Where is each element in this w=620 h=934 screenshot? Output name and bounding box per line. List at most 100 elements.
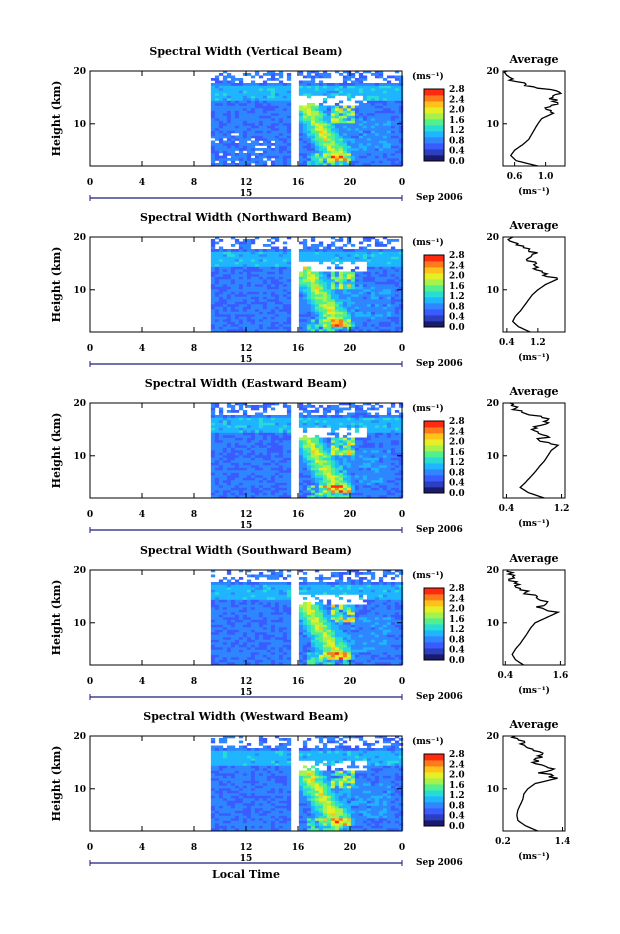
heatmap-cell	[263, 153, 267, 156]
heatmap-cell	[323, 126, 327, 129]
heatmap-cell	[239, 319, 243, 322]
heatmap-cell	[239, 163, 243, 166]
heatmap-cell	[215, 468, 219, 471]
heatmap-cell	[371, 450, 375, 453]
heatmap-cell	[331, 151, 335, 154]
heatmap-cell	[375, 252, 379, 255]
heatmap-cell	[287, 488, 291, 491]
heatmap-cell	[267, 111, 271, 114]
heatmap-cell	[251, 468, 255, 471]
heatmap-cell	[267, 113, 271, 116]
heatmap-cell	[275, 128, 279, 131]
heatmap-cell	[395, 116, 399, 119]
heatmap-cell	[363, 91, 367, 94]
heatmap-cell	[275, 113, 279, 116]
heatmap-cell	[231, 252, 235, 255]
heatmap-cell	[283, 420, 287, 423]
heatmap-cell	[251, 141, 255, 144]
heatmap-cell	[359, 324, 363, 327]
heatmap-cell	[223, 272, 227, 275]
heatmap-cell	[375, 322, 379, 325]
heatmap-cell	[255, 440, 259, 443]
heatmap-cell	[323, 450, 327, 453]
heatmap-cell	[235, 299, 239, 302]
heatmap-cell	[215, 430, 219, 433]
heatmap-cell	[271, 106, 275, 109]
heatmap-cell	[399, 483, 403, 486]
heatmap-cell	[387, 284, 391, 287]
heatmap-cell	[371, 488, 375, 491]
heatmap-cell	[283, 86, 287, 89]
heatmap-cell	[359, 128, 363, 131]
heatmap-cell	[219, 302, 223, 305]
heatmap-cell	[215, 108, 219, 111]
heatmap-cell	[239, 329, 243, 332]
heatmap-cell	[395, 468, 399, 471]
heatmap-cell	[223, 153, 227, 156]
heatmap-cell	[323, 161, 327, 164]
heatmap-cell	[323, 143, 327, 146]
heatmap-cell	[231, 453, 235, 456]
heatmap-cell	[307, 272, 311, 275]
heatmap-cell	[339, 156, 343, 159]
heatmap-cell	[359, 93, 363, 96]
heatmap-cell	[275, 267, 279, 270]
heatmap-cell	[227, 438, 231, 441]
heatmap-cell	[315, 116, 319, 119]
heatmap-cell	[399, 309, 403, 312]
heatmap-cell	[359, 478, 363, 481]
heatmap-cell	[355, 314, 359, 317]
heatmap-cell	[215, 91, 219, 94]
heatmap-cell	[215, 610, 219, 613]
heatmap-cell	[395, 143, 399, 146]
heatmap-cell	[259, 257, 263, 260]
heatmap-cell	[359, 158, 363, 161]
heatmap-cell	[315, 249, 319, 252]
heatmap-cell	[271, 440, 275, 443]
heatmap-cell	[283, 322, 287, 325]
heatmap-cell	[303, 252, 307, 255]
heatmap-cell	[351, 116, 355, 119]
heatmap-cell	[375, 163, 379, 166]
heatmap-cell	[259, 118, 263, 121]
heatmap-cell	[219, 410, 223, 413]
heatmap-cell	[319, 468, 323, 471]
heatmap-cell	[267, 88, 271, 91]
heatmap-cell	[379, 480, 383, 483]
heatmap-cell	[227, 83, 231, 86]
heatmap-cell	[271, 292, 275, 295]
heatmap-cell	[315, 443, 319, 446]
heatmap-cell	[299, 121, 303, 124]
heatmap-cell	[335, 475, 339, 478]
heatmap-cell	[219, 128, 223, 131]
heatmap-cell	[263, 314, 267, 317]
heatmap-cell	[347, 141, 351, 144]
heatmap-cell	[327, 151, 331, 154]
heatmap-cell	[275, 473, 279, 476]
heatmap-cell	[327, 488, 331, 491]
heatmap-cell	[307, 123, 311, 126]
heatmap-cell	[375, 156, 379, 159]
heatmap-cell	[239, 153, 243, 156]
heatmap-cell	[243, 319, 247, 322]
heatmap-cell	[287, 126, 291, 129]
heatmap-cell	[347, 297, 351, 300]
heatmap-cell	[303, 279, 307, 282]
heatmap-cell	[287, 156, 291, 159]
heatmap-cell	[379, 113, 383, 116]
heatmap-cell	[331, 438, 335, 441]
heatmap-cell	[247, 113, 251, 116]
heatmap-cell	[243, 126, 247, 129]
heatmap-cell	[307, 453, 311, 456]
heatmap-cell	[311, 445, 315, 448]
heatmap-cell	[259, 453, 263, 456]
heatmap-cell	[243, 138, 247, 141]
heatmap-cell	[263, 428, 267, 431]
heatmap-cell	[239, 126, 243, 129]
heatmap-cell	[375, 93, 379, 96]
heatmap-cell	[263, 126, 267, 129]
heatmap-cell	[267, 304, 271, 307]
heatmap-cell	[327, 438, 331, 441]
heatmap-cell	[399, 106, 403, 109]
heatmap-cell	[307, 121, 311, 124]
